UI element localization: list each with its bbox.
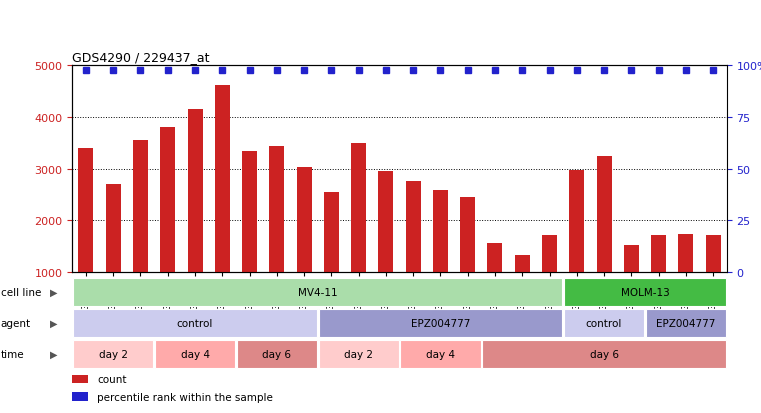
Text: count: count: [97, 374, 127, 384]
Bar: [319, 309, 562, 337]
Text: day 6: day 6: [590, 349, 619, 359]
Text: day 2: day 2: [99, 349, 128, 359]
Bar: [542, 235, 557, 273]
Bar: [433, 191, 448, 273]
Bar: [73, 340, 153, 368]
Bar: [133, 141, 148, 273]
Bar: [378, 172, 393, 273]
Bar: [269, 147, 285, 273]
Bar: [73, 278, 562, 306]
Bar: [651, 236, 666, 273]
Text: day 4: day 4: [426, 349, 455, 359]
Bar: [72, 375, 88, 383]
Text: EPZ004777: EPZ004777: [656, 318, 715, 328]
Text: control: control: [586, 318, 622, 328]
Text: day 6: day 6: [263, 349, 291, 359]
Bar: [406, 181, 421, 273]
Text: percentile rank within the sample: percentile rank within the sample: [97, 392, 273, 402]
Text: ▶: ▶: [49, 349, 57, 359]
Bar: [460, 197, 475, 273]
Bar: [564, 309, 644, 337]
Bar: [624, 246, 638, 273]
Bar: [678, 235, 693, 273]
Bar: [514, 255, 530, 273]
Text: agent: agent: [1, 318, 31, 328]
Bar: [215, 85, 230, 273]
Bar: [564, 278, 726, 306]
Bar: [324, 192, 339, 273]
Bar: [73, 309, 317, 337]
Text: day 4: day 4: [180, 349, 209, 359]
Bar: [106, 185, 121, 273]
Bar: [597, 157, 612, 273]
Text: GDS4290 / 229437_at: GDS4290 / 229437_at: [72, 50, 210, 64]
Text: ▶: ▶: [49, 318, 57, 328]
Text: control: control: [177, 318, 213, 328]
Bar: [72, 392, 88, 401]
Text: time: time: [1, 349, 24, 359]
Bar: [319, 340, 399, 368]
Bar: [705, 236, 721, 273]
Text: day 2: day 2: [344, 349, 373, 359]
Bar: [297, 167, 311, 273]
Bar: [569, 170, 584, 273]
Bar: [351, 143, 366, 273]
Bar: [400, 340, 480, 368]
Text: MV4-11: MV4-11: [298, 287, 338, 297]
Bar: [187, 110, 202, 273]
Bar: [161, 128, 175, 273]
Bar: [237, 340, 317, 368]
Text: MOLM-13: MOLM-13: [620, 287, 670, 297]
Bar: [482, 340, 726, 368]
Text: EPZ004777: EPZ004777: [411, 318, 470, 328]
Text: ▶: ▶: [49, 287, 57, 297]
Bar: [646, 309, 726, 337]
Text: cell line: cell line: [1, 287, 41, 297]
Bar: [78, 149, 94, 273]
Bar: [242, 151, 257, 273]
Bar: [488, 244, 502, 273]
Bar: [155, 340, 235, 368]
